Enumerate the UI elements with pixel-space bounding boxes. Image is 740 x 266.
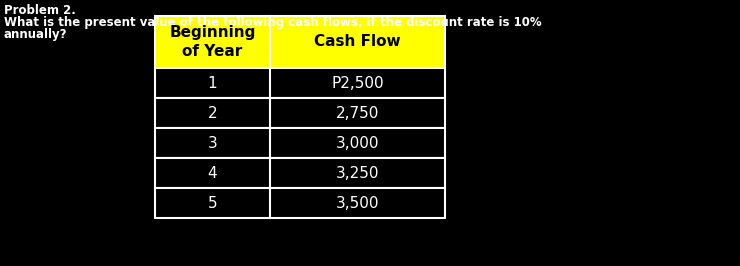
Bar bbox=[155, 16, 445, 68]
Bar bbox=[155, 68, 445, 98]
Text: 4: 4 bbox=[208, 165, 218, 181]
Text: 3,500: 3,500 bbox=[336, 196, 380, 210]
Bar bbox=[155, 158, 445, 188]
Text: Problem 2.: Problem 2. bbox=[4, 4, 76, 17]
Bar bbox=[155, 188, 445, 218]
Bar bbox=[155, 68, 445, 98]
Text: 3,250: 3,250 bbox=[336, 165, 380, 181]
Bar bbox=[155, 158, 445, 188]
Text: Cash Flow: Cash Flow bbox=[314, 35, 401, 49]
Text: 2,750: 2,750 bbox=[336, 106, 379, 120]
Bar bbox=[155, 128, 445, 158]
Text: Beginning
of Year: Beginning of Year bbox=[169, 25, 256, 59]
Text: 3: 3 bbox=[208, 135, 218, 151]
Text: 2: 2 bbox=[208, 106, 218, 120]
Text: P2,500: P2,500 bbox=[332, 76, 384, 90]
Text: What is the present value of the following cash flows, if the discount rate is 1: What is the present value of the followi… bbox=[4, 16, 542, 29]
Bar bbox=[155, 128, 445, 158]
Text: 1: 1 bbox=[208, 76, 218, 90]
Bar bbox=[155, 98, 445, 128]
Text: 3,000: 3,000 bbox=[336, 135, 380, 151]
Bar bbox=[155, 16, 445, 68]
Text: annually?: annually? bbox=[4, 28, 67, 41]
Text: 5: 5 bbox=[208, 196, 218, 210]
Bar bbox=[155, 188, 445, 218]
Bar bbox=[155, 98, 445, 128]
